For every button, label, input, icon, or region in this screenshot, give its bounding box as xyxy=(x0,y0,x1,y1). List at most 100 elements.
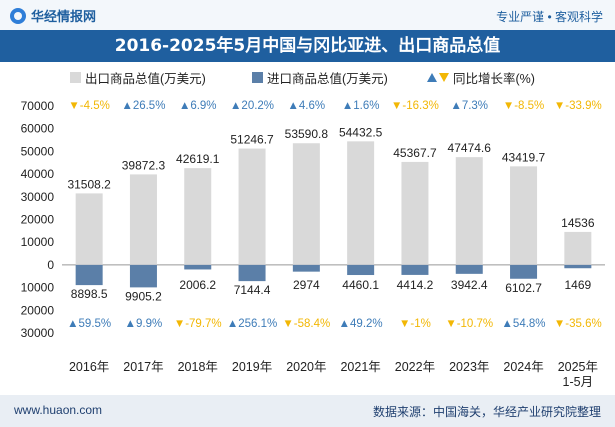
y-tick-label: 50000 xyxy=(21,144,55,158)
import-value-label: 3942.4 xyxy=(451,278,488,292)
export-bar xyxy=(347,141,375,265)
import-value-label: 9905.2 xyxy=(125,289,162,303)
export-growth-up: ▲4.6% xyxy=(288,100,326,112)
x-tick-line: 2017年 xyxy=(123,360,163,374)
legend: 出口商品总值(万美元) 进口商品总值(万美元) 同比增长率(%) xyxy=(0,68,615,88)
export-value-label: 42619.1 xyxy=(176,152,220,166)
y-tick-label: 60000 xyxy=(21,122,55,136)
y-tick-label: 20000 xyxy=(21,213,55,227)
legend-import-swatch xyxy=(252,72,263,83)
export-bar xyxy=(292,143,320,265)
export-bar xyxy=(129,174,157,265)
export-bar xyxy=(401,161,429,265)
export-value-label: 39872.3 xyxy=(122,158,166,172)
x-tick-label: 2017年 xyxy=(123,360,163,374)
data-labels: 31508.2 8898.5 39872.3 9905.2 42619.1 2006.2 5… xyxy=(67,125,594,303)
x-tick-line: 2018年 xyxy=(178,360,218,374)
export-bar xyxy=(184,168,212,265)
export-value-label: 54432.5 xyxy=(339,125,383,139)
x-tick-label: 2016年 xyxy=(69,360,109,374)
import-growth-up: ▲54.8% xyxy=(502,318,546,330)
export-growth-up: ▲26.5% xyxy=(121,100,165,112)
import-bar xyxy=(238,264,266,282)
footer-source: 数据来源：中国海关，华经产业研究院整理 xyxy=(372,405,601,419)
legend-export-swatch xyxy=(70,72,81,83)
export-growth-up: ▲1.6% xyxy=(342,100,380,112)
import-value-label: 8898.5 xyxy=(71,287,108,301)
y-tick-label: 0 xyxy=(47,258,54,272)
x-tick-label: 2020年 xyxy=(286,360,326,374)
triangle-up-icon xyxy=(427,73,437,82)
y-tick-label: 10000 xyxy=(21,281,55,295)
export-growth-down: ▼-16.3% xyxy=(391,100,439,112)
x-tick-line: 2023年 xyxy=(449,360,489,374)
chart-plot: 70000 60000 50000 40000 30000 20000 10000 0 1000… xyxy=(21,99,605,389)
import-growth-down: ▼-10.7% xyxy=(445,318,493,330)
import-bar xyxy=(564,264,592,269)
export-bar xyxy=(564,231,592,265)
export-bar xyxy=(75,193,103,265)
export-growth-up: ▲7.3% xyxy=(450,100,488,112)
export-growth-down: ▼-8.5% xyxy=(503,100,544,112)
import-value-label: 4460.1 xyxy=(342,278,379,292)
import-growth-up: ▲59.5% xyxy=(67,318,111,330)
x-tick-line: 2025年 xyxy=(558,360,598,374)
x-tick-label: 2022年 xyxy=(395,360,435,374)
y-tick-label: 30000 xyxy=(21,326,55,340)
import-bar xyxy=(129,264,157,288)
export-value-label: 14536 xyxy=(561,216,595,230)
x-axis: 2016年 2017年 2018年 2019年 2020年 2021年 2022年 2023年… xyxy=(69,360,598,389)
y-tick-label: 20000 xyxy=(21,303,55,317)
import-value-label: 7144.4 xyxy=(234,283,271,297)
export-value-label: 43419.7 xyxy=(502,150,546,164)
import-bar xyxy=(75,264,103,286)
import-growth-down: ▼-58.4% xyxy=(282,318,330,330)
import-growth-up: ▲49.2% xyxy=(339,318,383,330)
export-bar xyxy=(510,166,538,265)
y-tick-label: 10000 xyxy=(21,235,55,249)
x-tick-label: 2023年 xyxy=(449,360,489,374)
import-bar xyxy=(510,264,538,279)
y-tick-label: 70000 xyxy=(21,99,55,113)
brand: 华经情报网 xyxy=(10,6,96,25)
bars xyxy=(75,141,592,288)
brand-name: 华经情报网 xyxy=(31,9,97,24)
export-value-label: 45367.7 xyxy=(393,146,437,160)
x-tick-line: 2021年 xyxy=(340,360,380,374)
top-bar: 华经情报网 专业严谨 • 客观科学 xyxy=(0,0,615,30)
export-value-label: 53590.8 xyxy=(285,127,329,141)
import-bar xyxy=(347,264,375,276)
legend-import-label: 进口商品总值(万美元) xyxy=(267,72,388,86)
import-value-label: 4414.2 xyxy=(397,278,434,292)
y-tick-label: 40000 xyxy=(21,167,55,181)
export-bar xyxy=(455,157,483,265)
export-growth-up: ▲20.2% xyxy=(230,100,274,112)
x-tick-label: 2021年 xyxy=(340,360,380,374)
x-tick-line: 2020年 xyxy=(286,360,326,374)
y-tick-label: 30000 xyxy=(21,190,55,204)
legend-import: 进口商品总值(万美元) xyxy=(252,68,388,87)
import-bar xyxy=(455,264,483,274)
brand-logo-icon xyxy=(10,7,26,24)
x-tick-line: 2019年 xyxy=(232,360,272,374)
export-value-label: 47474.6 xyxy=(448,141,492,155)
import-growth-up: ▲9.9% xyxy=(125,318,163,330)
export-growth-down: ▼-4.5% xyxy=(68,100,109,112)
import-bar xyxy=(292,264,320,272)
footer-website: www.huaon.com xyxy=(14,403,103,417)
import-bar xyxy=(401,264,429,275)
x-tick-line: 2024年 xyxy=(503,360,543,374)
import-bar xyxy=(184,264,212,270)
y-axis: 70000 60000 50000 40000 30000 20000 10000 0 1000… xyxy=(21,99,605,340)
import-growth-down: ▼-35.6% xyxy=(554,318,602,330)
tagline: 专业严谨 • 客观科学 xyxy=(496,10,603,24)
import-value-label: 2974 xyxy=(293,278,320,292)
export-bar xyxy=(238,148,266,265)
growth-labels: ▼-4.5% ▲59.5% ▲26.5% ▲9.9% ▲6.9% ▼-79.7% ▲20.2… xyxy=(67,100,602,330)
x-tick-label: 2018年 xyxy=(178,360,218,374)
legend-growth: 同比增长率(%) xyxy=(427,68,535,87)
import-growth-down: ▼-79.7% xyxy=(174,318,222,330)
x-tick-line: 2016年 xyxy=(69,360,109,374)
legend-export-label: 出口商品总值(万美元) xyxy=(85,72,206,86)
legend-growth-label: 同比增长率(%) xyxy=(453,72,535,86)
